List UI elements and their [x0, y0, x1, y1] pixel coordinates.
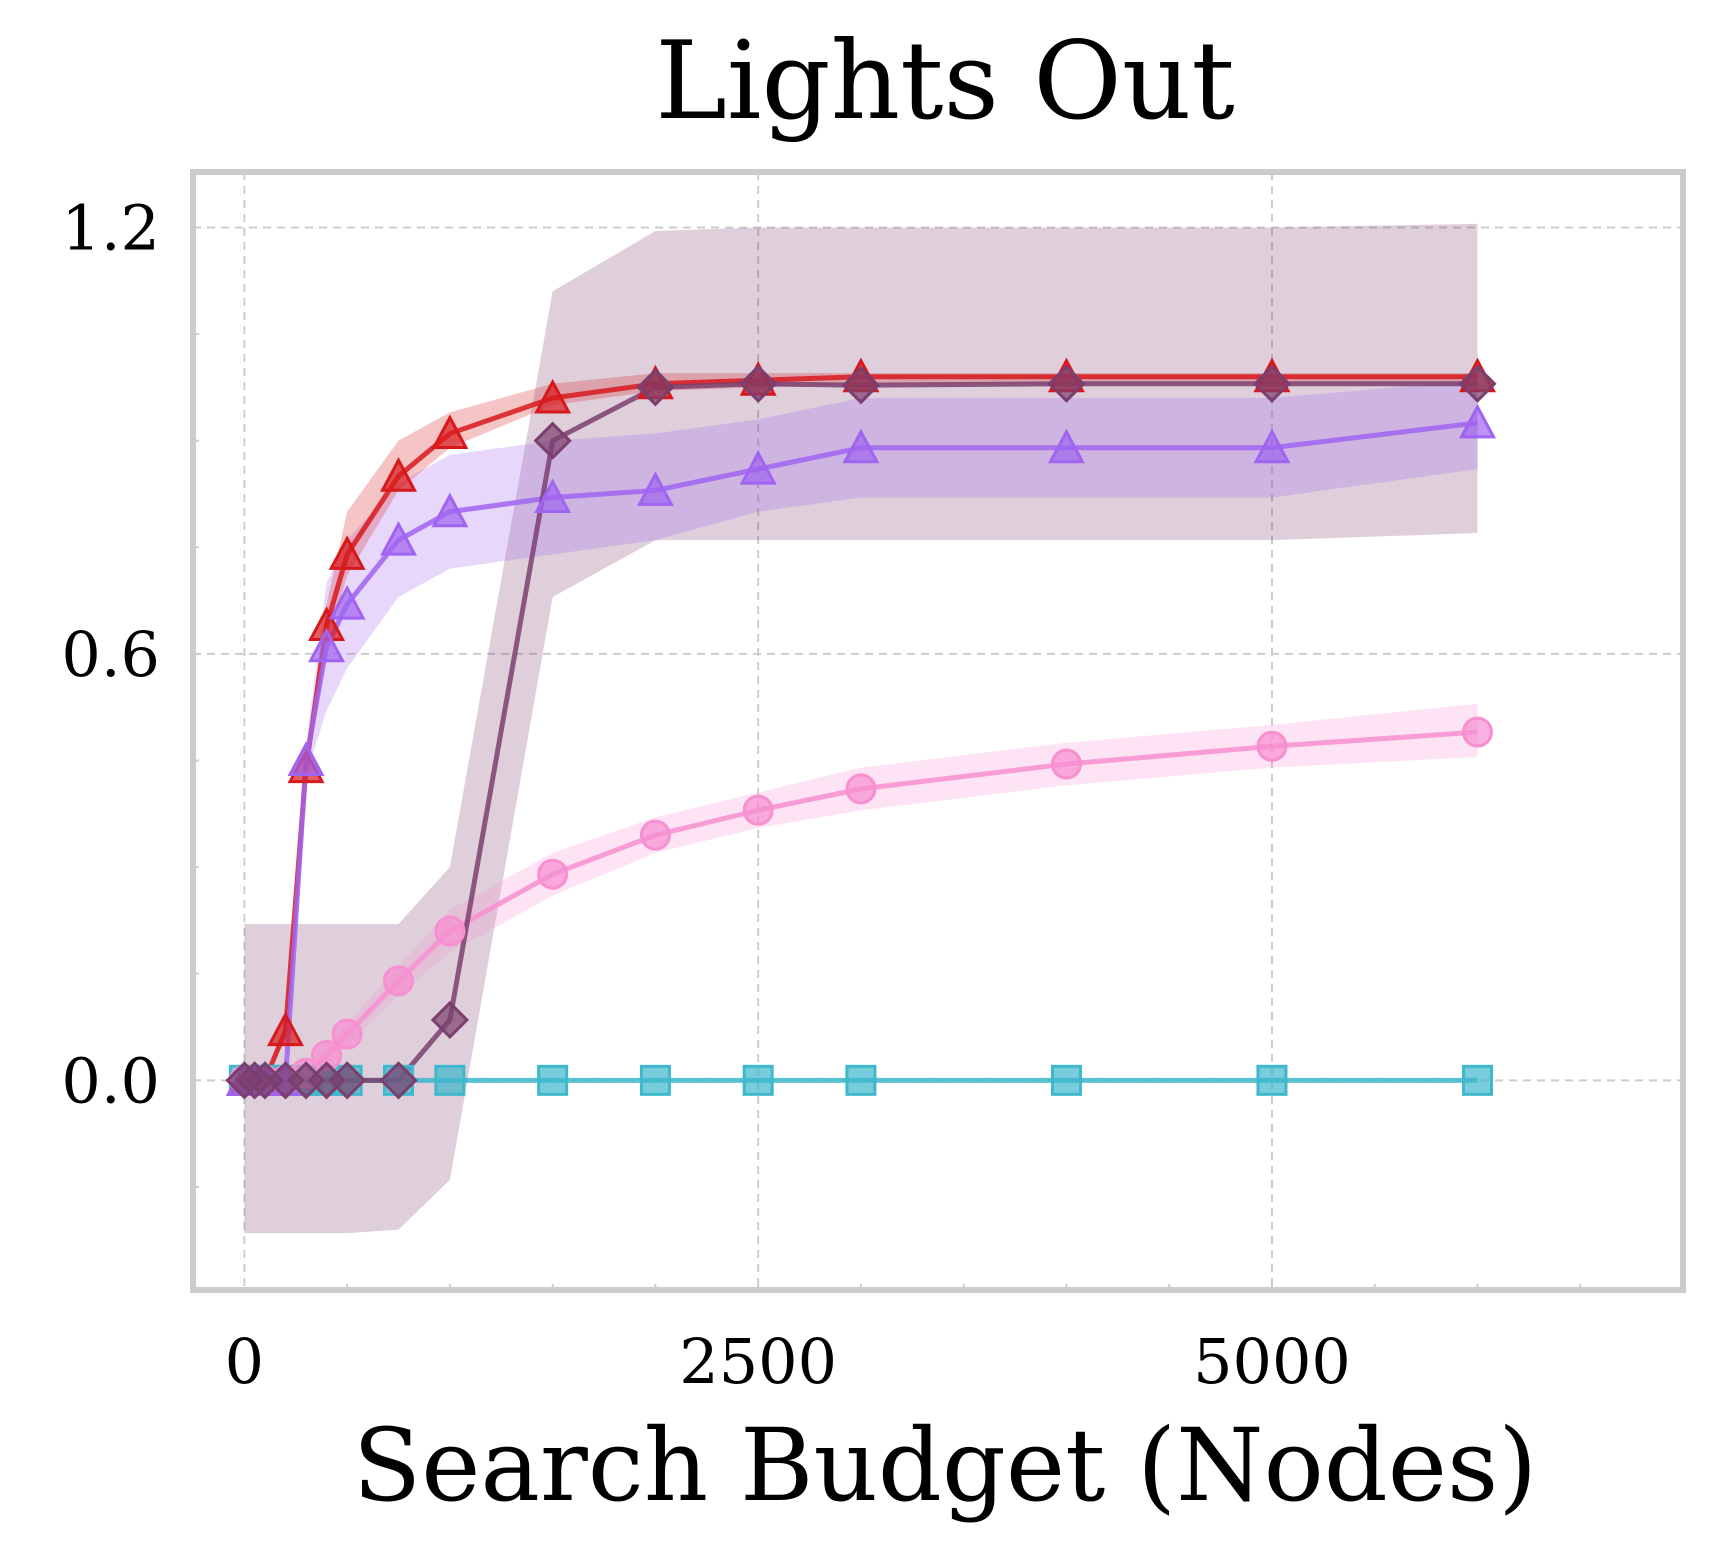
data-point — [841, 366, 881, 405]
data-point — [383, 965, 415, 997]
data-point — [845, 1064, 877, 1096]
data-point — [537, 858, 569, 890]
data-point — [431, 414, 469, 450]
data-point — [1050, 1064, 1082, 1096]
data-point — [537, 1064, 569, 1096]
data-point — [287, 741, 325, 776]
x-axis-label: Search Budget (Nodes) — [353, 1407, 1538, 1524]
x-tick-label: 2500 — [679, 1325, 837, 1398]
y-tick-label: 0.0 — [61, 1044, 160, 1117]
chart-title: Lights Out — [655, 19, 1235, 144]
data-point — [1461, 716, 1493, 748]
data-point — [1252, 364, 1292, 403]
data-point — [331, 1018, 363, 1050]
data-point — [431, 492, 469, 528]
data-point — [533, 421, 572, 460]
data-point — [636, 471, 674, 506]
data-point — [1256, 1064, 1288, 1096]
data-point — [639, 819, 671, 851]
data-point — [379, 1061, 418, 1100]
y-tick-labels: 0.0 0.6 1.2 — [61, 191, 160, 1117]
x-tick-label: 5000 — [1193, 1325, 1351, 1398]
confidence-band — [244, 223, 1478, 1234]
data-point — [739, 449, 777, 485]
data-point — [308, 627, 346, 663]
data-point — [742, 1064, 774, 1096]
data-point — [1458, 364, 1497, 403]
data-point — [534, 378, 572, 414]
x-tick-labels: 0 2500 5000 — [225, 1325, 1351, 1398]
data-point — [534, 478, 572, 514]
x-tick-label: 0 — [225, 1325, 264, 1398]
data-point — [639, 1064, 671, 1096]
data-point — [845, 773, 877, 805]
data-point — [1461, 1064, 1493, 1096]
confidence-band — [244, 380, 1478, 1081]
data-point — [1047, 364, 1086, 403]
data-point — [434, 915, 466, 947]
data-point — [1256, 730, 1288, 762]
data-point — [636, 368, 675, 407]
data-point — [739, 364, 778, 403]
data-point — [434, 1064, 466, 1096]
data-point — [1458, 403, 1496, 439]
data-point — [430, 1000, 470, 1040]
data-point — [328, 584, 366, 620]
y-tick-label: 1.2 — [61, 191, 160, 264]
y-tick-label: 0.6 — [61, 618, 160, 691]
data-point — [1047, 428, 1085, 464]
data-point — [1050, 748, 1082, 780]
data-point — [328, 1061, 367, 1100]
data-point — [380, 520, 418, 556]
data-point — [266, 1011, 304, 1047]
plot-frame — [190, 169, 1686, 1293]
data-point — [1253, 428, 1291, 464]
data-point — [380, 457, 418, 492]
data-point — [742, 794, 774, 826]
data-point — [842, 428, 880, 464]
data-point — [328, 535, 366, 570]
series-line — [244, 374, 1478, 1083]
series-markers — [225, 357, 1497, 1100]
